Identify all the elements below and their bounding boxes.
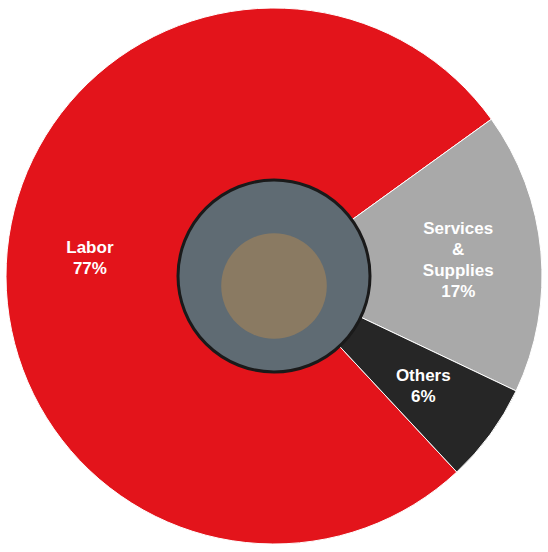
slice-value: 77%: [73, 259, 107, 278]
plot: Labor 77% Services & Supplies 17% Others 6%: [6, 8, 542, 544]
slice-label: Labor: [66, 238, 114, 257]
chart: Labor 77% Services & Supplies 17% Others 6%: [0, 0, 548, 552]
slice-value: 6%: [411, 387, 436, 406]
center-image: [178, 180, 370, 372]
center-image-detail: [221, 233, 327, 339]
slice-label-line: Services: [423, 219, 493, 238]
slice-label-line: Others: [396, 366, 451, 385]
slice-label-line: Supplies: [423, 261, 494, 280]
slice: [339, 317, 516, 472]
slice-label: Services & Supplies: [423, 219, 494, 280]
slice-label-line: Labor: [66, 238, 114, 257]
slice-label: Others: [396, 366, 451, 385]
slice-value: 17%: [441, 282, 475, 301]
labels: Labor 77% Services & Supplies 17% Others 6%: [66, 219, 493, 406]
slice-label-line: &: [452, 240, 464, 259]
slices: [6, 8, 542, 544]
